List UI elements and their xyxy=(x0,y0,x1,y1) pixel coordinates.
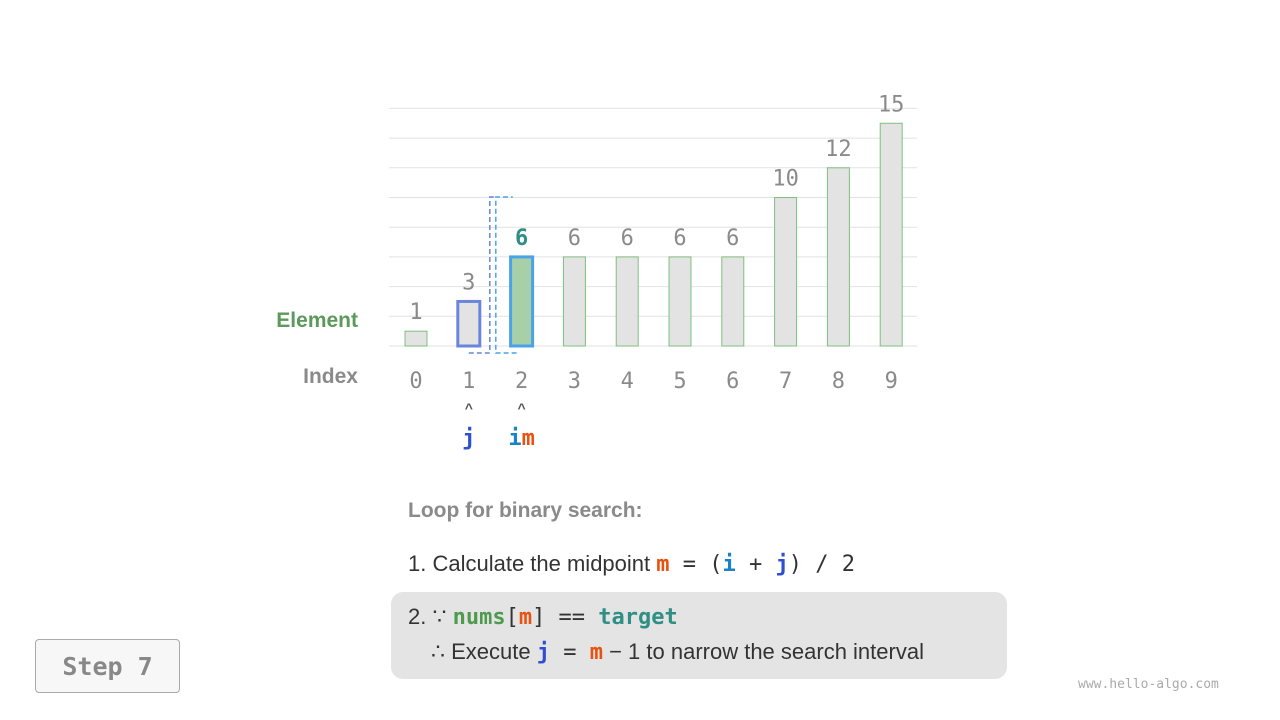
text: − 1 to narrow the search interval xyxy=(602,639,924,664)
text: = ( xyxy=(669,552,723,577)
pointer-arrow-icon: ^ xyxy=(518,400,526,416)
index-label: 6 xyxy=(726,369,739,394)
var-m: m xyxy=(589,640,603,665)
array-bar xyxy=(879,122,903,347)
var-j: j xyxy=(536,640,550,665)
text: ∴ Execute xyxy=(431,639,537,664)
element-value: 12 xyxy=(825,137,852,162)
text: ] xyxy=(532,605,546,630)
text: + xyxy=(735,552,776,577)
array-bar xyxy=(826,167,850,347)
watermark: www.hello-algo.com xyxy=(1078,677,1219,692)
step-button[interactable]: Step 7 xyxy=(35,639,180,693)
element-value: 6 xyxy=(568,226,581,251)
index-label: 9 xyxy=(885,369,898,394)
text: ) / 2 xyxy=(788,552,855,577)
var-i: i xyxy=(722,552,736,577)
text: 2. ∵ xyxy=(408,604,453,629)
text: = xyxy=(549,640,590,665)
var-m: m xyxy=(656,552,670,577)
element-value: 6 xyxy=(621,226,634,251)
element-value: 3 xyxy=(462,270,475,295)
var-j: j xyxy=(775,552,789,577)
element-value: 10 xyxy=(772,167,799,192)
index-label: 2 xyxy=(515,369,528,394)
text: 1. Calculate the midpoint xyxy=(408,551,657,576)
pointer-m: m xyxy=(522,426,535,451)
array-bar xyxy=(721,256,745,347)
index-label: 7 xyxy=(779,369,792,394)
explanation-title: Loop for binary search: xyxy=(408,499,643,522)
index-row-label: Index xyxy=(303,365,358,388)
var-m: m xyxy=(518,605,533,630)
index-label: 3 xyxy=(568,369,581,394)
text: [ xyxy=(505,605,519,630)
element-row-label: Element xyxy=(276,309,358,332)
element-value: 6 xyxy=(726,226,739,251)
explanation-step-2: 2. ∵ nums[m] == target xyxy=(408,604,678,630)
element-value: 6 xyxy=(673,226,686,251)
index-label: 1 xyxy=(462,369,475,394)
index-label: 4 xyxy=(621,369,634,394)
search-interval-right-bracket xyxy=(468,196,495,354)
array-bar xyxy=(404,330,428,347)
explanation-step-1: 1. Calculate the midpoint m = (i + j) / … xyxy=(408,551,855,577)
pointer-arrow-icon: ^ xyxy=(465,400,473,416)
array-bar xyxy=(562,256,586,347)
explanation-step-2-box: 2. ∵ nums[m] == target ∴ Execute j = m −… xyxy=(391,592,1007,679)
array-bar xyxy=(668,256,692,347)
var-target: target xyxy=(598,605,678,630)
pointer-i: i xyxy=(508,426,521,451)
explanation-step-3: ∴ Execute j = m − 1 to narrow the search… xyxy=(431,639,924,665)
index-label: 0 xyxy=(409,369,422,394)
pointer-j: j xyxy=(462,426,475,451)
element-value: 15 xyxy=(878,92,905,117)
array-bar xyxy=(456,299,482,348)
index-label: 5 xyxy=(673,369,686,394)
text: == xyxy=(545,605,599,630)
element-value: 6 xyxy=(515,226,528,251)
search-interval-left-bracket xyxy=(495,196,517,354)
array-bar xyxy=(774,197,798,347)
element-value: 1 xyxy=(409,300,422,325)
array-bar xyxy=(615,256,639,347)
array-bar xyxy=(509,255,535,348)
index-label: 8 xyxy=(832,369,845,394)
var-nums: nums xyxy=(452,605,506,630)
